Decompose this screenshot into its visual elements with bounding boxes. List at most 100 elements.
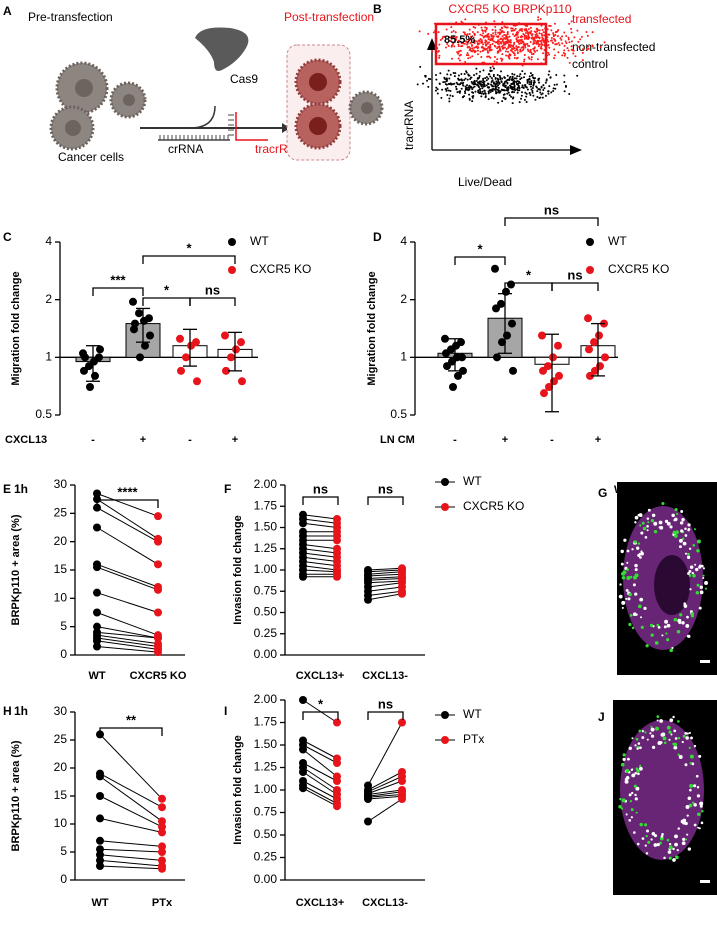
cell-event [478, 88, 481, 91]
cell-event [557, 28, 560, 31]
data-point [238, 377, 246, 386]
image-label: PTx [638, 704, 659, 716]
cell-event [455, 38, 458, 41]
data-point [585, 345, 593, 354]
cell-event [453, 82, 456, 85]
cell-event [519, 48, 522, 51]
cell-event [538, 29, 541, 32]
y-tick-label: 0.25 [254, 850, 278, 864]
cell-event [541, 43, 544, 46]
cell-event [438, 43, 441, 46]
speckle [628, 793, 632, 797]
legend-label: WT [463, 707, 482, 721]
cell-event [521, 35, 524, 38]
speckle [693, 803, 697, 807]
cell-event [529, 51, 532, 54]
cell-event [506, 92, 509, 95]
speckle [668, 738, 671, 741]
data-point [176, 334, 184, 343]
cell-event [501, 40, 504, 43]
cell-event [506, 31, 509, 34]
arrow-head [570, 145, 582, 155]
cell-event [434, 89, 437, 92]
cell-event [458, 90, 461, 93]
cell-event [547, 44, 550, 47]
speckle [675, 530, 679, 534]
speckle [631, 548, 634, 551]
cell-event [563, 44, 566, 47]
cell-event [547, 90, 550, 93]
speckle [653, 843, 658, 847]
cell-event [570, 20, 573, 23]
data-point [129, 297, 137, 306]
y-tick-label: 0.50 [254, 827, 278, 841]
x-tick-label: CXCL13+ [296, 670, 345, 682]
cell-event [475, 67, 478, 70]
data-point [158, 817, 166, 826]
data-point [193, 377, 201, 386]
cell-event [494, 84, 497, 87]
cell-event [540, 47, 543, 50]
cell-event [497, 80, 500, 83]
cell-event [457, 43, 460, 46]
speckle [634, 592, 638, 596]
speckle [659, 836, 664, 841]
cell-event [499, 90, 502, 93]
cell-event [525, 35, 528, 38]
cell-event [581, 59, 584, 62]
data-point [299, 572, 307, 581]
pair-line [302, 514, 338, 520]
speckle [633, 784, 637, 788]
speckle [655, 726, 659, 731]
cell-event [459, 49, 462, 52]
pair-line [302, 699, 338, 723]
cell-event [496, 73, 499, 76]
cell-event [573, 36, 576, 39]
speckle [692, 544, 696, 547]
data-point [398, 589, 406, 598]
cell-event [539, 17, 542, 20]
cell-event [441, 88, 444, 91]
cell-event [497, 101, 500, 104]
y-axis-label: BRPKp110 + area (%) [10, 514, 22, 625]
cell-event [442, 81, 445, 84]
cell-event [447, 89, 450, 92]
cell-event [499, 41, 502, 44]
speckle [686, 615, 689, 619]
data-point [81, 353, 89, 362]
speckle [634, 563, 638, 568]
cell-event [532, 77, 535, 80]
data-point [154, 585, 162, 594]
cell-event [495, 80, 498, 83]
cell-event [427, 77, 430, 80]
cell-event [440, 96, 443, 99]
panel-label: C [3, 230, 12, 244]
y-tick-label: 0.5 [35, 407, 52, 421]
cell-event [449, 39, 452, 42]
cell-event [520, 94, 523, 97]
cell-event [496, 82, 499, 85]
speckle [677, 720, 680, 723]
cell-event [471, 96, 474, 99]
cell-event [457, 52, 460, 55]
cell-event [538, 81, 541, 84]
cell-event [533, 37, 536, 40]
pair-line [99, 817, 163, 833]
cell-event [515, 40, 518, 43]
speckle [623, 538, 627, 542]
cell-event [448, 100, 451, 103]
cell-event [431, 50, 434, 53]
cell-event [486, 86, 489, 89]
cell-event [497, 86, 500, 89]
speckle [661, 502, 665, 506]
speckle [682, 541, 687, 546]
post-label: Post-transfection [284, 10, 374, 24]
pair-line [302, 780, 338, 800]
y-tick-label: 0.00 [254, 647, 278, 661]
cell-event [585, 30, 588, 33]
speckle [621, 600, 626, 605]
data-point [187, 341, 195, 350]
cell-event [492, 97, 495, 100]
speckle [657, 740, 662, 745]
cell-event [511, 91, 514, 94]
